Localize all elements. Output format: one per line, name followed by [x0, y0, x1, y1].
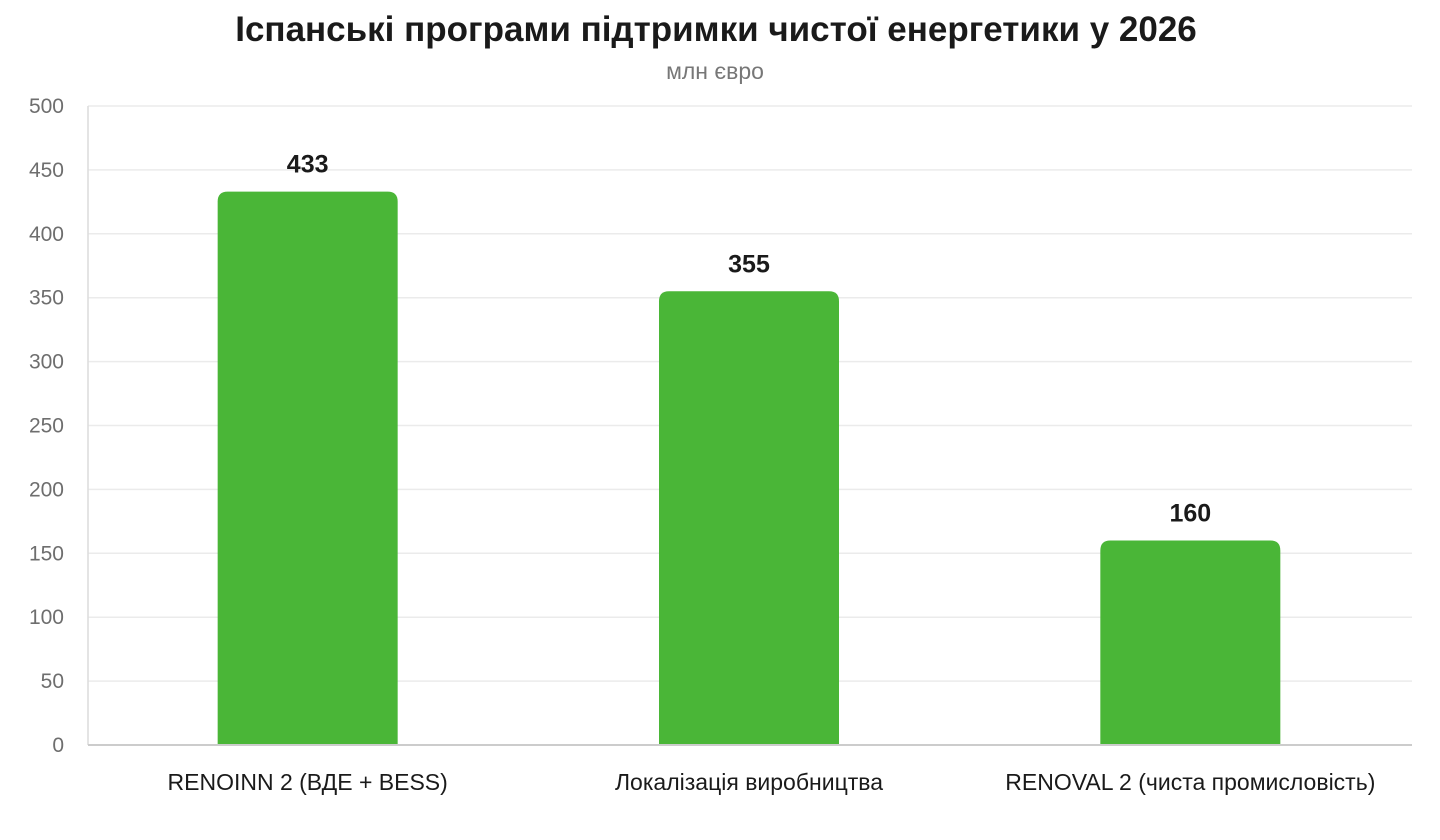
- y-tick-label: 500: [29, 95, 64, 118]
- y-tick-label: 100: [29, 606, 64, 629]
- y-tick-label: 350: [29, 287, 64, 310]
- bar-value-label: 433: [287, 151, 329, 179]
- y-tick-label: 450: [29, 159, 64, 182]
- x-category-label: Локалізація виробництва: [615, 769, 883, 795]
- y-tick-label: 150: [29, 542, 64, 565]
- y-tick-label: 300: [29, 351, 64, 374]
- bars: [217, 191, 1281, 746]
- y-tick-label: 250: [29, 415, 64, 438]
- chart-subtitle: млн євро: [666, 58, 764, 84]
- value-labels: 433 355 160: [287, 151, 1211, 528]
- x-category-label: RENOVAL 2 (чиста промисловість): [1005, 769, 1375, 795]
- x-category-label: RENOINN 2 (ВДЕ + BESS): [168, 769, 448, 795]
- y-tick-label: 50: [41, 670, 64, 693]
- y-axis-ticks: 0 50 100 150 200 250 300 350 400 450 500: [29, 95, 64, 757]
- bar: [217, 191, 398, 746]
- bar: [659, 291, 839, 745]
- y-tick-label: 400: [29, 223, 64, 246]
- x-axis-labels: RENOINN 2 (ВДЕ + BESS) Локалізація виробн…: [168, 769, 1376, 795]
- chart-title: Іспанські програми підтримки чистої енер…: [235, 10, 1197, 49]
- bar-value-label: 160: [1169, 500, 1211, 528]
- y-tick-label: 0: [52, 734, 64, 757]
- bar-value-label: 355: [728, 250, 770, 278]
- bar: [1100, 540, 1281, 745]
- y-tick-label: 200: [29, 478, 64, 501]
